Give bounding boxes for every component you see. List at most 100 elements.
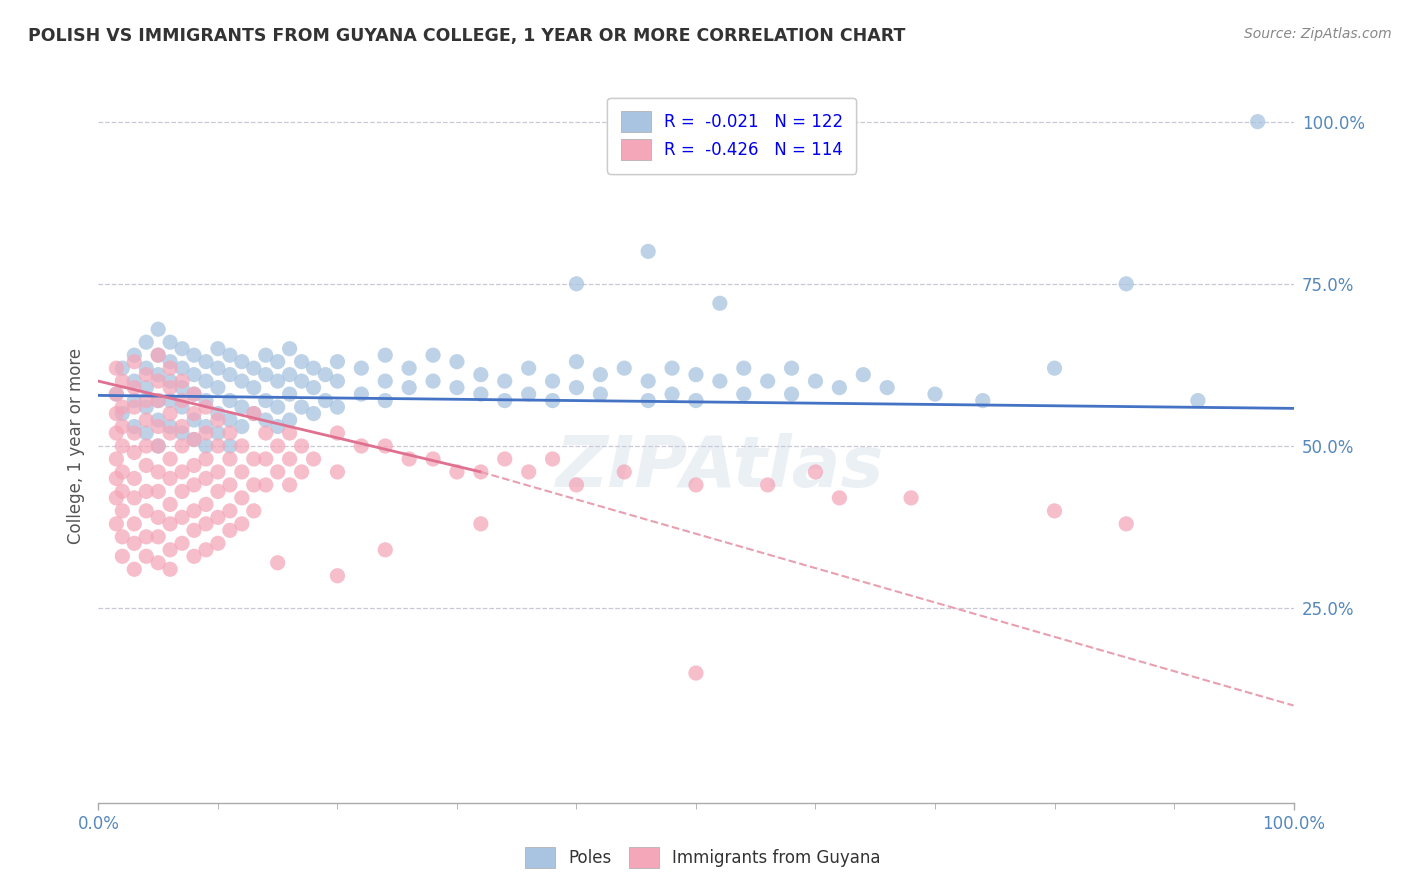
Point — [148, 322, 170, 336]
Point — [207, 536, 229, 550]
Point — [398, 361, 420, 376]
Point — [148, 556, 170, 570]
Point — [733, 361, 755, 376]
Point — [267, 354, 290, 368]
Point — [661, 387, 683, 401]
Point — [398, 452, 420, 467]
Point — [254, 413, 277, 427]
Point — [290, 374, 312, 388]
Point — [183, 407, 205, 421]
Point — [219, 452, 242, 467]
Point — [172, 439, 194, 453]
Point — [172, 342, 194, 356]
Point — [159, 542, 181, 557]
Point — [111, 484, 134, 499]
Point — [243, 504, 266, 518]
Point — [231, 400, 253, 414]
Point — [278, 478, 301, 492]
Point — [194, 452, 217, 467]
Point — [828, 491, 851, 505]
Point — [326, 568, 349, 582]
Point — [470, 465, 492, 479]
Point — [159, 335, 181, 350]
Point — [183, 387, 205, 401]
Point — [243, 407, 266, 421]
Point — [124, 445, 146, 459]
Point — [135, 504, 157, 518]
Point — [148, 393, 170, 408]
Point — [135, 549, 157, 564]
Text: ZIPAtlas: ZIPAtlas — [555, 433, 884, 502]
Point — [315, 368, 337, 382]
Point — [231, 419, 253, 434]
Point — [278, 368, 301, 382]
Point — [105, 516, 128, 531]
Point — [105, 471, 128, 485]
Point — [159, 497, 181, 511]
Point — [207, 484, 229, 499]
Point — [267, 556, 290, 570]
Point — [219, 348, 242, 362]
Point — [135, 361, 157, 376]
Point — [470, 516, 492, 531]
Point — [207, 465, 229, 479]
Point — [124, 381, 146, 395]
Point — [1187, 393, 1209, 408]
Point — [756, 478, 779, 492]
Point — [278, 452, 301, 467]
Point — [194, 516, 217, 531]
Point — [148, 419, 170, 434]
Point — [780, 361, 803, 376]
Point — [183, 458, 205, 473]
Point — [243, 381, 266, 395]
Point — [494, 374, 516, 388]
Point — [219, 524, 242, 538]
Text: POLISH VS IMMIGRANTS FROM GUYANA COLLEGE, 1 YEAR OR MORE CORRELATION CHART: POLISH VS IMMIGRANTS FROM GUYANA COLLEGE… — [28, 27, 905, 45]
Point — [135, 530, 157, 544]
Point — [589, 368, 612, 382]
Point — [231, 491, 253, 505]
Point — [183, 478, 205, 492]
Point — [219, 393, 242, 408]
Point — [804, 465, 827, 479]
Point — [1043, 361, 1066, 376]
Point — [207, 510, 229, 524]
Point — [111, 407, 134, 421]
Point — [159, 361, 181, 376]
Point — [302, 407, 325, 421]
Point — [374, 542, 396, 557]
Point — [159, 452, 181, 467]
Point — [111, 530, 134, 544]
Y-axis label: College, 1 year or more: College, 1 year or more — [66, 348, 84, 544]
Point — [183, 387, 205, 401]
Point — [124, 393, 146, 408]
Point — [111, 361, 134, 376]
Point — [159, 562, 181, 576]
Point — [243, 478, 266, 492]
Point — [243, 361, 266, 376]
Point — [172, 484, 194, 499]
Point — [219, 478, 242, 492]
Point — [315, 393, 337, 408]
Point — [852, 368, 875, 382]
Point — [172, 510, 194, 524]
Point — [207, 425, 229, 440]
Point — [446, 381, 468, 395]
Point — [422, 374, 444, 388]
Point — [111, 374, 134, 388]
Point — [105, 407, 128, 421]
Point — [637, 244, 659, 259]
Point — [124, 516, 146, 531]
Point — [254, 478, 277, 492]
Point — [194, 393, 217, 408]
Point — [172, 381, 194, 395]
Point — [194, 425, 217, 440]
Legend: R =  -0.021   N = 122, R =  -0.426   N = 114: R = -0.021 N = 122, R = -0.426 N = 114 — [607, 97, 856, 174]
Legend: Poles, Immigrants from Guyana: Poles, Immigrants from Guyana — [519, 840, 887, 875]
Point — [135, 439, 157, 453]
Point — [135, 484, 157, 499]
Point — [326, 465, 349, 479]
Point — [267, 465, 290, 479]
Point — [148, 374, 170, 388]
Point — [422, 452, 444, 467]
